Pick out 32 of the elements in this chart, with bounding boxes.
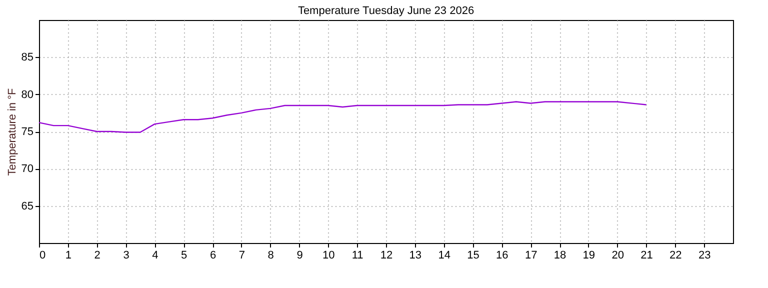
x-tick-label: 17: [524, 250, 538, 262]
x-tick-label: 18: [554, 250, 566, 262]
x-tick-label: 5: [181, 250, 188, 262]
x-tick-label: 20: [612, 250, 624, 262]
x-tick-label: 10: [322, 250, 335, 262]
y-tick-label: 70: [21, 163, 34, 176]
x-tick-label: 2: [94, 250, 100, 262]
x-tick-label: 1: [65, 250, 72, 262]
line-series: [38, 101, 647, 133]
x-tick-label: 14: [438, 250, 450, 262]
x-tick-label: 15: [467, 250, 480, 262]
x-tick-label: 16: [496, 250, 508, 262]
x-tick-label: 11: [352, 250, 364, 262]
x-tick-label: 3: [123, 250, 130, 262]
x-tick-label: 21: [640, 250, 653, 262]
y-tick-label: 75: [21, 126, 34, 138]
x-tick-label: 13: [409, 250, 422, 262]
y-tick-label: 80: [21, 88, 34, 101]
x-tick-label: 9: [296, 250, 303, 262]
chart-title: Temperature Tuesday June 23 2026: [298, 5, 474, 17]
x-tick-label: 7: [238, 250, 245, 262]
x-tick-label: 19: [582, 250, 596, 262]
x-tick-label: 22: [670, 250, 682, 262]
x-tick-label: 6: [210, 250, 216, 262]
x-tick-label: 23: [698, 250, 711, 262]
x-tick-label: 0: [40, 250, 46, 262]
x-tick-label: 4: [152, 250, 158, 262]
x-tick-label: 8: [268, 250, 274, 262]
y-tick-label: 65: [21, 200, 34, 212]
y-tick-label: 85: [21, 52, 34, 64]
x-tick-label: 12: [380, 250, 393, 262]
y-axis-title: Temperature in °F: [6, 88, 18, 176]
